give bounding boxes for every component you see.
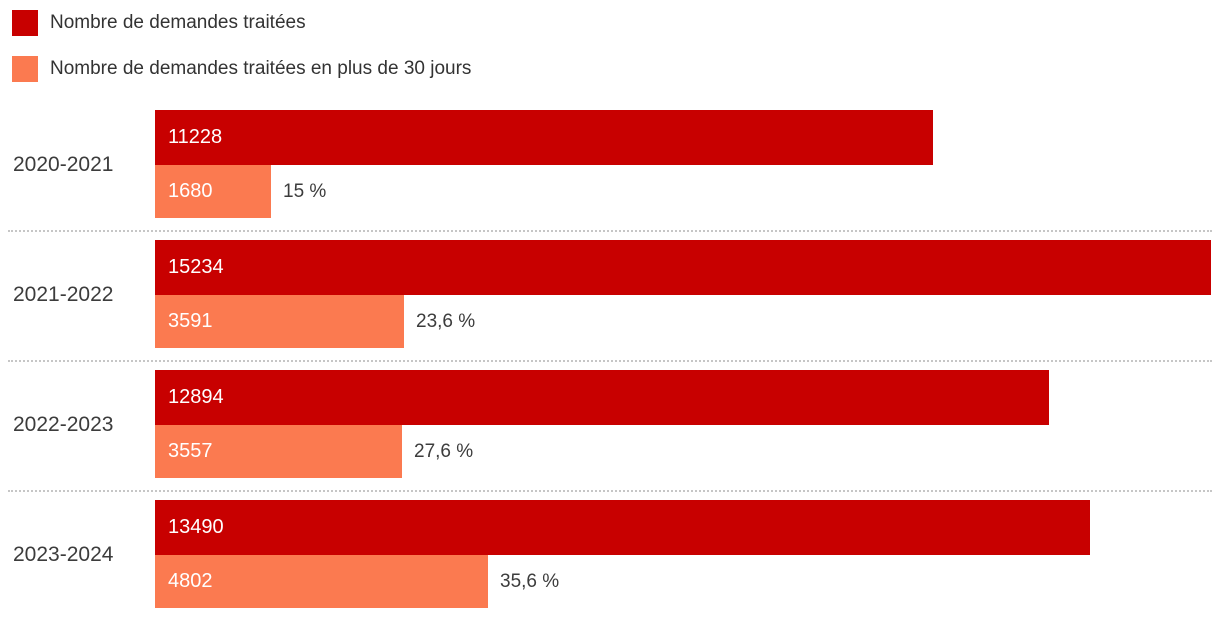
bar-value-label: 3591	[168, 310, 213, 332]
category-label: 2020-2021	[13, 153, 114, 176]
bar-value-label: 15234	[168, 256, 224, 278]
bar-value-label: 1680	[168, 180, 213, 202]
bar-late[interactable]: 3557	[155, 425, 402, 478]
legend-label-treated: Nombre de demandes traitées	[50, 12, 306, 33]
row-separator	[8, 360, 1212, 362]
legend-swatch-late	[12, 56, 38, 82]
bar-late[interactable]: 1680	[155, 165, 271, 218]
chart-row-2023-2024: 2023-2024 13490 4802 35,6 %	[0, 500, 1220, 608]
chart-row-2020-2021: 2020-2021 11228 1680 15 %	[0, 110, 1220, 218]
bar-treated[interactable]: 12894	[155, 370, 1049, 425]
category-label: 2023-2024	[13, 543, 114, 566]
legend-item-treated: Nombre de demandes traitées	[12, 10, 1220, 36]
percent-label: 27,6 %	[414, 440, 474, 462]
bar-value-label: 11228	[168, 126, 223, 148]
bar-value-label: 13490	[168, 516, 224, 538]
bar-late[interactable]: 3591	[155, 295, 404, 348]
bar-value-label: 12894	[168, 386, 224, 408]
bar-treated[interactable]: 15234	[155, 240, 1211, 295]
bar-group: 12894 3557 27,6 %	[155, 370, 1211, 478]
percent-label: 35,6 %	[500, 570, 560, 592]
category-label: 2021-2022	[13, 283, 114, 306]
bar-value-label: 4802	[168, 570, 213, 592]
legend-swatch-treated	[12, 10, 38, 36]
bar-treated[interactable]: 11228	[155, 110, 933, 165]
bar-group: 15234 3591 23,6 %	[155, 240, 1211, 348]
bar-group: 11228 1680 15 %	[155, 110, 1211, 218]
legend-label-late: Nombre de demandes traitées en plus de 3…	[50, 58, 472, 79]
bar-late[interactable]: 4802	[155, 555, 488, 608]
category-label: 2022-2023	[13, 413, 114, 436]
legend: Nombre de demandes traitées Nombre de de…	[0, 0, 1220, 82]
bar-treated[interactable]: 13490	[155, 500, 1090, 555]
chart-row-2022-2023: 2022-2023 12894 3557 27,6 %	[0, 370, 1220, 478]
percent-label: 23,6 %	[416, 310, 476, 332]
row-separator	[8, 230, 1212, 232]
legend-item-late: Nombre de demandes traitées en plus de 3…	[12, 56, 1220, 82]
bar-chart: 2020-2021 11228 1680 15 % 2021-2022 1523…	[0, 110, 1220, 608]
bar-group: 13490 4802 35,6 %	[155, 500, 1211, 608]
percent-label: 15 %	[283, 180, 327, 202]
row-separator	[8, 490, 1212, 492]
bar-value-label: 3557	[168, 440, 213, 462]
chart-row-2021-2022: 2021-2022 15234 3591 23,6 %	[0, 240, 1220, 348]
